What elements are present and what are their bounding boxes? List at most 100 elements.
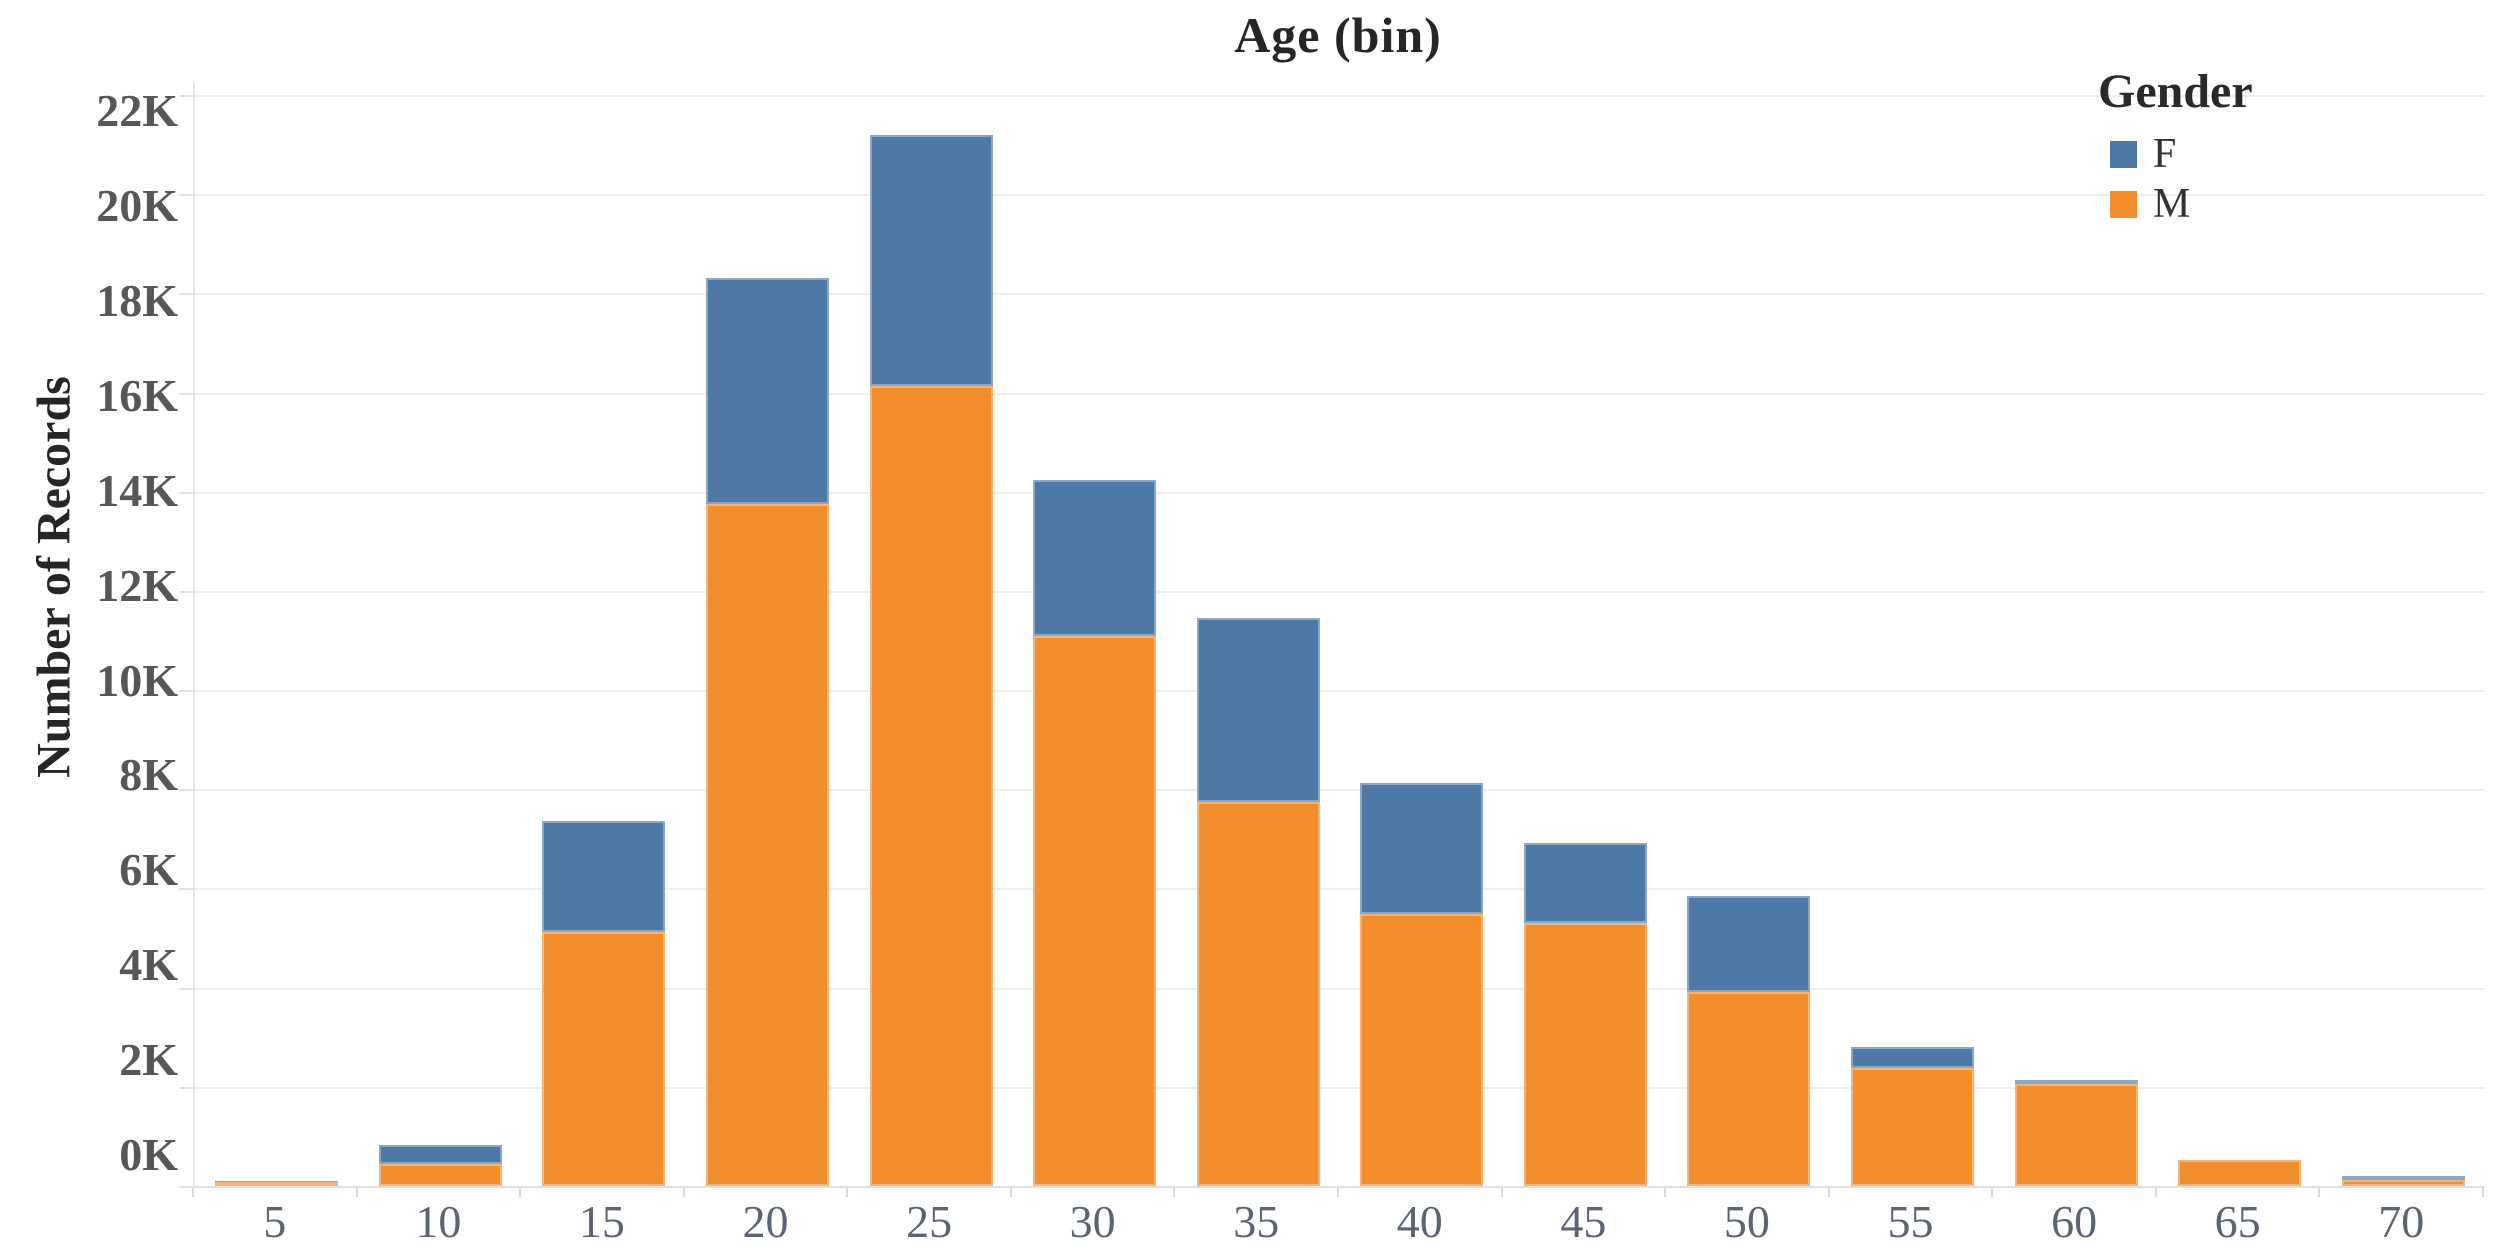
gridline-10000 (195, 690, 2485, 693)
bar-segment-f-age-10[interactable] (378, 1144, 502, 1165)
x-tick-mark (1991, 1188, 1994, 1197)
bar-segment-m-age-65[interactable] (2178, 1160, 2302, 1186)
x-tick-label: 30 (1069, 1196, 1116, 1247)
bar-segment-f-age-25[interactable] (869, 135, 993, 387)
x-tick-label: 35 (1233, 1196, 1280, 1247)
bar-segment-f-age-30[interactable] (1033, 480, 1157, 637)
x-tick-label: 55 (1887, 1196, 1934, 1247)
y-tick-mark (179, 293, 193, 296)
x-tick-mark (682, 1188, 685, 1197)
x-tick-mark (1827, 1188, 1830, 1197)
y-tick-label: 22K (96, 85, 178, 137)
y-tick-mark (179, 194, 193, 197)
bar-segment-m-age-15[interactable] (542, 932, 666, 1186)
x-tick-label: 50 (1723, 1196, 1770, 1247)
x-tick-mark (1500, 1188, 1503, 1197)
bar-age-55[interactable] (1851, 1047, 1974, 1186)
x-tick-label: 15 (578, 1196, 625, 1247)
x-tick-mark (1009, 1188, 1012, 1197)
bar-segment-f-age-60[interactable] (2014, 1079, 2138, 1085)
bar-segment-m-age-40[interactable] (1360, 914, 1484, 1186)
gridline-18000 (195, 293, 2485, 296)
x-tick-label: 40 (1396, 1196, 1443, 1247)
gridline-2000 (195, 1086, 2485, 1089)
bar-segment-m-age-70[interactable] (2341, 1180, 2465, 1186)
x-tick-mark (2318, 1188, 2321, 1197)
bar-age-20[interactable] (706, 278, 829, 1186)
x-tick-mark (2154, 1188, 2157, 1197)
x-tick-label: 45 (1560, 1196, 1607, 1247)
bar-segment-m-age-20[interactable] (706, 504, 829, 1186)
bar-age-5[interactable] (215, 1181, 339, 1186)
gridline-16000 (195, 392, 2485, 395)
legend-item-m[interactable]: M (2098, 179, 2253, 229)
bar-segment-f-age-35[interactable] (1196, 618, 1320, 803)
bar-age-60[interactable] (2014, 1079, 2138, 1186)
x-tick-mark (355, 1188, 358, 1197)
y-tick-mark (179, 888, 193, 891)
bar-segment-f-age-70[interactable] (2341, 1176, 2465, 1181)
bar-age-40[interactable] (1360, 783, 1484, 1186)
x-tick-label: 60 (2051, 1196, 2098, 1247)
x-tick-label: 20 (742, 1196, 789, 1247)
x-tick-mark (1664, 1188, 1667, 1197)
y-tick-label: 10K (96, 654, 178, 706)
bar-segment-f-age-15[interactable] (542, 821, 666, 933)
y-tick-mark (179, 1186, 193, 1188)
x-tick-mark (846, 1188, 849, 1197)
y-tick-label: 0K (119, 1129, 178, 1180)
bar-age-35[interactable] (1196, 618, 1320, 1186)
bar-segment-m-age-25[interactable] (869, 386, 993, 1186)
bar-segment-f-age-50[interactable] (1687, 895, 1811, 993)
y-tick-label: 8K (119, 749, 178, 801)
x-tick-mark (1337, 1188, 1339, 1197)
y-tick-mark (179, 491, 193, 494)
bar-age-30[interactable] (1033, 480, 1157, 1186)
y-tick-mark (179, 392, 193, 395)
gridline-14000 (195, 491, 2485, 494)
bar-age-70[interactable] (2341, 1176, 2465, 1186)
bar-segment-f-age-45[interactable] (1523, 842, 1647, 924)
x-tick-mark (1173, 1188, 1176, 1197)
gridline-4000 (195, 987, 2485, 990)
bar-segment-m-age-55[interactable] (1851, 1067, 1974, 1186)
bar-age-10[interactable] (378, 1144, 502, 1186)
y-tick-label: 2K (119, 1034, 178, 1086)
y-tick-label: 16K (96, 369, 178, 421)
bar-segment-m-age-10[interactable] (378, 1164, 502, 1186)
y-tick-mark (179, 789, 193, 792)
bar-segment-m-age-45[interactable] (1523, 923, 1647, 1186)
gridline-20000 (195, 194, 2485, 197)
bar-segment-f-age-5[interactable] (215, 1181, 339, 1183)
bar-segment-m-age-60[interactable] (2014, 1084, 2138, 1186)
bar-age-65[interactable] (2178, 1160, 2302, 1186)
bar-segment-m-age-30[interactable] (1033, 636, 1157, 1186)
bar-segment-m-age-35[interactable] (1196, 802, 1320, 1186)
y-tick-mark (179, 590, 193, 593)
y-tick-label: 18K (96, 274, 178, 326)
bar-segment-f-age-40[interactable] (1360, 783, 1484, 915)
plot-area (193, 82, 2485, 1188)
gridline-12000 (195, 590, 2485, 593)
x-tick-label: 10 (415, 1196, 462, 1247)
y-tick-mark (179, 95, 193, 97)
x-tick-label: 65 (2214, 1196, 2261, 1247)
x-tick-mark (192, 1188, 194, 1197)
y-tick-label: 12K (96, 559, 178, 611)
legend-item-f[interactable]: F (2098, 129, 2253, 179)
bar-segment-f-age-55[interactable] (1851, 1047, 1974, 1068)
bar-segment-m-age-5[interactable] (215, 1182, 339, 1186)
bar-age-50[interactable] (1687, 895, 1811, 1186)
legend-title: Gender (2098, 65, 2253, 118)
bar-segment-f-age-20[interactable] (706, 278, 829, 505)
bar-age-25[interactable] (869, 135, 993, 1186)
x-tick-label: 25 (906, 1196, 953, 1247)
bar-age-45[interactable] (1523, 842, 1647, 1186)
bar-segment-m-age-50[interactable] (1687, 992, 1811, 1186)
bar-age-15[interactable] (542, 821, 666, 1186)
y-tick-mark (179, 1086, 193, 1089)
y-tick-label: 20K (96, 180, 178, 231)
gridline-6000 (195, 888, 2485, 891)
